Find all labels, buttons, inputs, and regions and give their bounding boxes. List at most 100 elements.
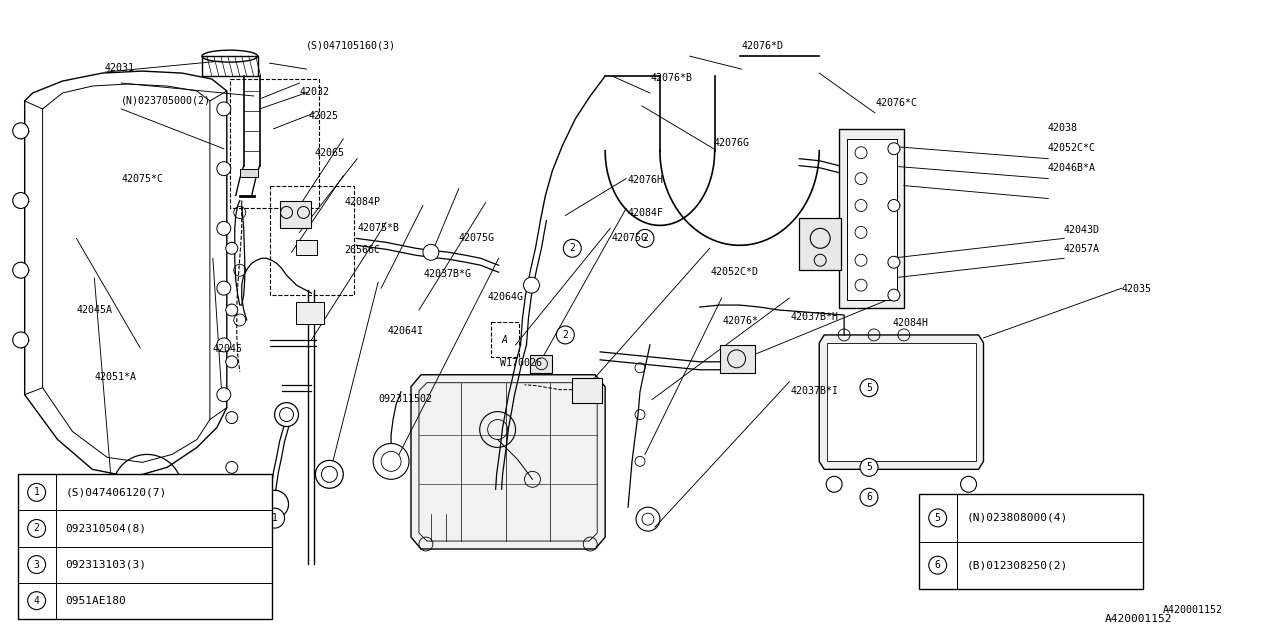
Text: 42076H: 42076H bbox=[627, 175, 663, 185]
Bar bbox=[18, 474, 271, 619]
Circle shape bbox=[216, 221, 230, 236]
Bar bbox=[719, 345, 754, 372]
Text: W170026: W170026 bbox=[499, 358, 541, 369]
Bar bbox=[827, 343, 975, 461]
Circle shape bbox=[216, 162, 230, 175]
Text: 42084H: 42084H bbox=[892, 318, 928, 328]
Text: 42075G: 42075G bbox=[612, 234, 648, 243]
Text: 42038: 42038 bbox=[1048, 122, 1078, 132]
Text: 42037B*G: 42037B*G bbox=[424, 269, 471, 279]
Circle shape bbox=[13, 332, 28, 348]
Text: 092310504(8): 092310504(8) bbox=[65, 524, 146, 534]
Circle shape bbox=[265, 508, 284, 528]
Text: 2: 2 bbox=[570, 243, 575, 253]
Text: 42075G: 42075G bbox=[460, 234, 495, 243]
Text: A420001152: A420001152 bbox=[1105, 614, 1172, 624]
Text: 42031: 42031 bbox=[105, 63, 134, 74]
Bar bbox=[230, 79, 320, 209]
Text: 42076*D: 42076*D bbox=[742, 41, 783, 51]
Text: 42037B*I: 42037B*I bbox=[790, 387, 838, 396]
Text: 42084F: 42084F bbox=[627, 208, 663, 218]
Circle shape bbox=[275, 403, 298, 426]
Bar bbox=[840, 129, 904, 308]
Text: 42076*B: 42076*B bbox=[650, 73, 692, 83]
Bar bbox=[847, 139, 897, 300]
Circle shape bbox=[28, 520, 46, 538]
Circle shape bbox=[315, 460, 343, 488]
Text: (N)023808000(4): (N)023808000(4) bbox=[966, 513, 1068, 523]
Text: 42075*C: 42075*C bbox=[122, 173, 164, 184]
Circle shape bbox=[563, 239, 581, 257]
Circle shape bbox=[888, 289, 900, 301]
Bar bbox=[572, 378, 602, 403]
Bar bbox=[919, 494, 1143, 589]
Circle shape bbox=[225, 304, 238, 316]
Text: 42075*B: 42075*B bbox=[357, 223, 399, 232]
Circle shape bbox=[860, 458, 878, 476]
Text: 092311502: 092311502 bbox=[379, 394, 433, 404]
Text: 3: 3 bbox=[33, 559, 40, 570]
Circle shape bbox=[216, 338, 230, 352]
Text: (B)012308250(2): (B)012308250(2) bbox=[966, 560, 1068, 570]
Circle shape bbox=[225, 243, 238, 254]
Circle shape bbox=[13, 262, 28, 278]
Text: 42046B*A: 42046B*A bbox=[1048, 163, 1096, 173]
Text: 42025: 42025 bbox=[308, 111, 339, 121]
Text: 42045A: 42045A bbox=[77, 305, 113, 316]
Text: 42051*A: 42051*A bbox=[95, 372, 137, 382]
Circle shape bbox=[13, 193, 28, 209]
Text: (S)047406120(7): (S)047406120(7) bbox=[65, 488, 166, 497]
Polygon shape bbox=[819, 335, 983, 469]
Text: 42076*: 42076* bbox=[723, 316, 759, 326]
Circle shape bbox=[860, 379, 878, 397]
Text: 42043D: 42043D bbox=[1064, 225, 1100, 234]
Circle shape bbox=[225, 412, 238, 424]
Circle shape bbox=[28, 483, 46, 501]
Text: 42065: 42065 bbox=[315, 148, 346, 158]
Text: 2: 2 bbox=[33, 524, 40, 534]
Bar bbox=[239, 169, 257, 177]
Text: 5: 5 bbox=[867, 383, 872, 393]
Bar bbox=[297, 302, 324, 324]
Circle shape bbox=[929, 556, 947, 574]
Circle shape bbox=[929, 509, 947, 527]
Circle shape bbox=[28, 592, 46, 610]
Text: 42045: 42045 bbox=[212, 344, 243, 354]
Text: 5: 5 bbox=[934, 513, 941, 523]
Text: (S)047105160(3): (S)047105160(3) bbox=[306, 41, 396, 51]
Circle shape bbox=[860, 488, 878, 506]
Text: 42037B*H: 42037B*H bbox=[790, 312, 838, 322]
Text: 42035: 42035 bbox=[1121, 284, 1152, 294]
Circle shape bbox=[888, 200, 900, 211]
Text: 42064G: 42064G bbox=[488, 292, 524, 302]
Circle shape bbox=[888, 143, 900, 155]
Circle shape bbox=[888, 256, 900, 268]
Text: 1: 1 bbox=[271, 513, 278, 523]
Circle shape bbox=[216, 102, 230, 116]
Circle shape bbox=[13, 123, 28, 139]
Circle shape bbox=[557, 326, 575, 344]
Text: A: A bbox=[502, 335, 508, 345]
Text: 42064I: 42064I bbox=[388, 326, 424, 336]
Polygon shape bbox=[411, 375, 605, 549]
Text: 092313103(3): 092313103(3) bbox=[65, 559, 146, 570]
Circle shape bbox=[960, 476, 977, 492]
Circle shape bbox=[636, 229, 654, 247]
Bar bbox=[530, 355, 553, 372]
Text: (N)023705000(2): (N)023705000(2) bbox=[122, 95, 211, 105]
Circle shape bbox=[225, 461, 238, 474]
Text: 1: 1 bbox=[33, 488, 40, 497]
Bar bbox=[270, 186, 355, 295]
Circle shape bbox=[216, 388, 230, 402]
Bar bbox=[490, 322, 518, 357]
Text: 42057A: 42057A bbox=[1064, 244, 1100, 253]
Text: 2: 2 bbox=[643, 234, 648, 243]
Circle shape bbox=[216, 281, 230, 295]
Bar bbox=[279, 200, 311, 228]
Bar bbox=[296, 241, 317, 255]
Bar bbox=[799, 218, 841, 270]
Text: 42084P: 42084P bbox=[344, 197, 380, 207]
Circle shape bbox=[225, 356, 238, 368]
Text: 42076*C: 42076*C bbox=[876, 99, 918, 108]
Text: 0951AE180: 0951AE180 bbox=[65, 596, 127, 605]
